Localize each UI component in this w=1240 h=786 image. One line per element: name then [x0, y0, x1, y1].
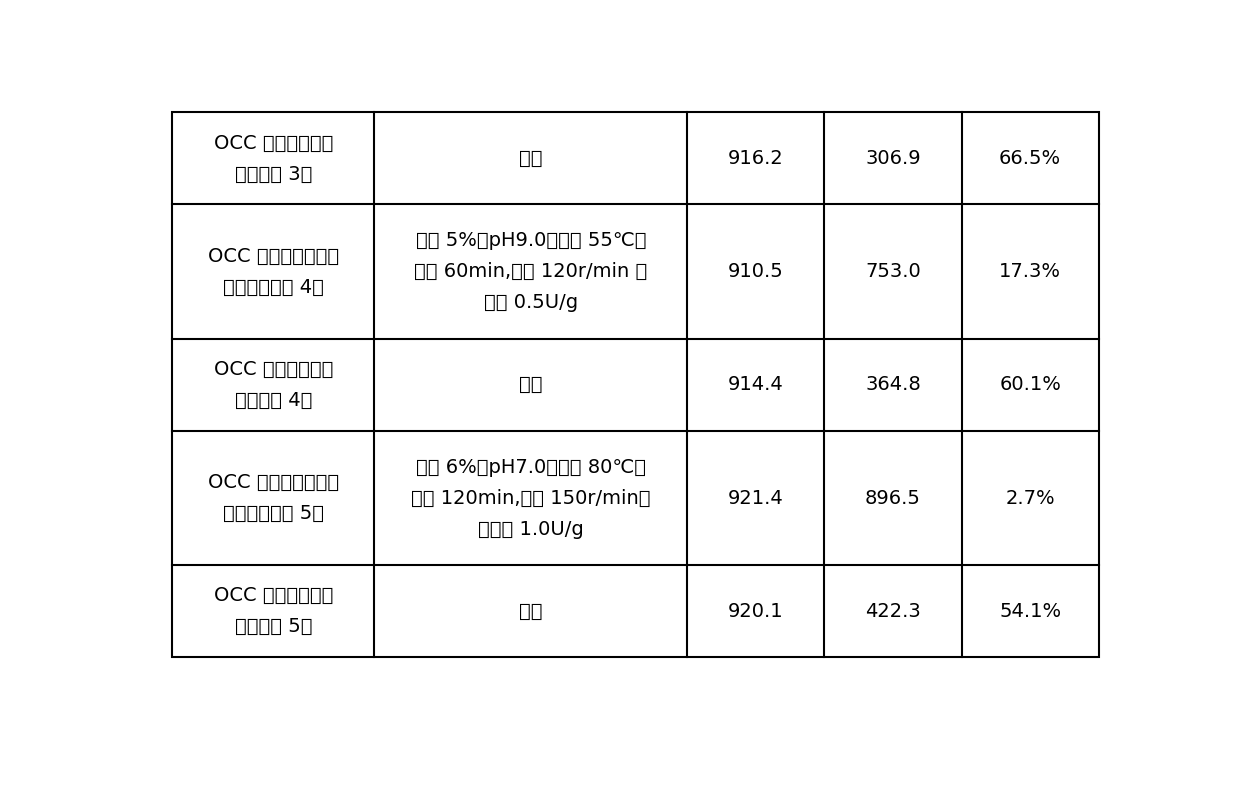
Text: OCC 浆（加脂肪酶）
（对比实施例 5）: OCC 浆（加脂肪酶） （对比实施例 5） [208, 473, 339, 523]
Text: OCC 浆（加酯酶）
（实施例 4）: OCC 浆（加酯酶） （实施例 4） [213, 360, 334, 410]
Text: 896.5: 896.5 [866, 489, 921, 508]
Text: 17.3%: 17.3% [999, 263, 1061, 281]
Text: OCC 浆（加酯酶）
（实施例 3）: OCC 浆（加酯酶） （实施例 3） [213, 134, 334, 183]
Text: 同上: 同上 [520, 376, 543, 395]
Text: 920.1: 920.1 [728, 601, 784, 621]
Text: 54.1%: 54.1% [999, 601, 1061, 621]
Text: 753.0: 753.0 [866, 263, 921, 281]
Text: OCC 浆（加酯酶）
（实施例 5）: OCC 浆（加酯酶） （实施例 5） [213, 586, 334, 636]
Text: 同上: 同上 [520, 601, 543, 621]
Text: 910.5: 910.5 [728, 263, 784, 281]
Text: 60.1%: 60.1% [999, 376, 1061, 395]
Text: 916.2: 916.2 [728, 149, 784, 168]
Text: 921.4: 921.4 [728, 489, 784, 508]
Text: 422.3: 422.3 [866, 601, 921, 621]
Text: OCC 浆（加脂肪酶）
（对比实施例 4）: OCC 浆（加脂肪酶） （对比实施例 4） [208, 247, 339, 296]
Text: 66.5%: 66.5% [999, 149, 1061, 168]
Text: 同上: 同上 [520, 149, 543, 168]
Text: 914.4: 914.4 [728, 376, 784, 395]
Text: 浆浓 6%，pH7.0，温度 80℃，
反应 120min,转速 150r/min，
加酶量 1.0U/g: 浆浓 6%，pH7.0，温度 80℃， 反应 120min,转速 150r/mi… [412, 457, 651, 538]
Text: 306.9: 306.9 [866, 149, 921, 168]
Text: 浆浓 5%，pH9.0，温度 55℃，
反应 60min,转速 120r/min 加
酶量 0.5U/g: 浆浓 5%，pH9.0，温度 55℃， 反应 60min,转速 120r/min… [414, 231, 647, 312]
Text: 364.8: 364.8 [866, 376, 921, 395]
Text: 2.7%: 2.7% [1006, 489, 1055, 508]
